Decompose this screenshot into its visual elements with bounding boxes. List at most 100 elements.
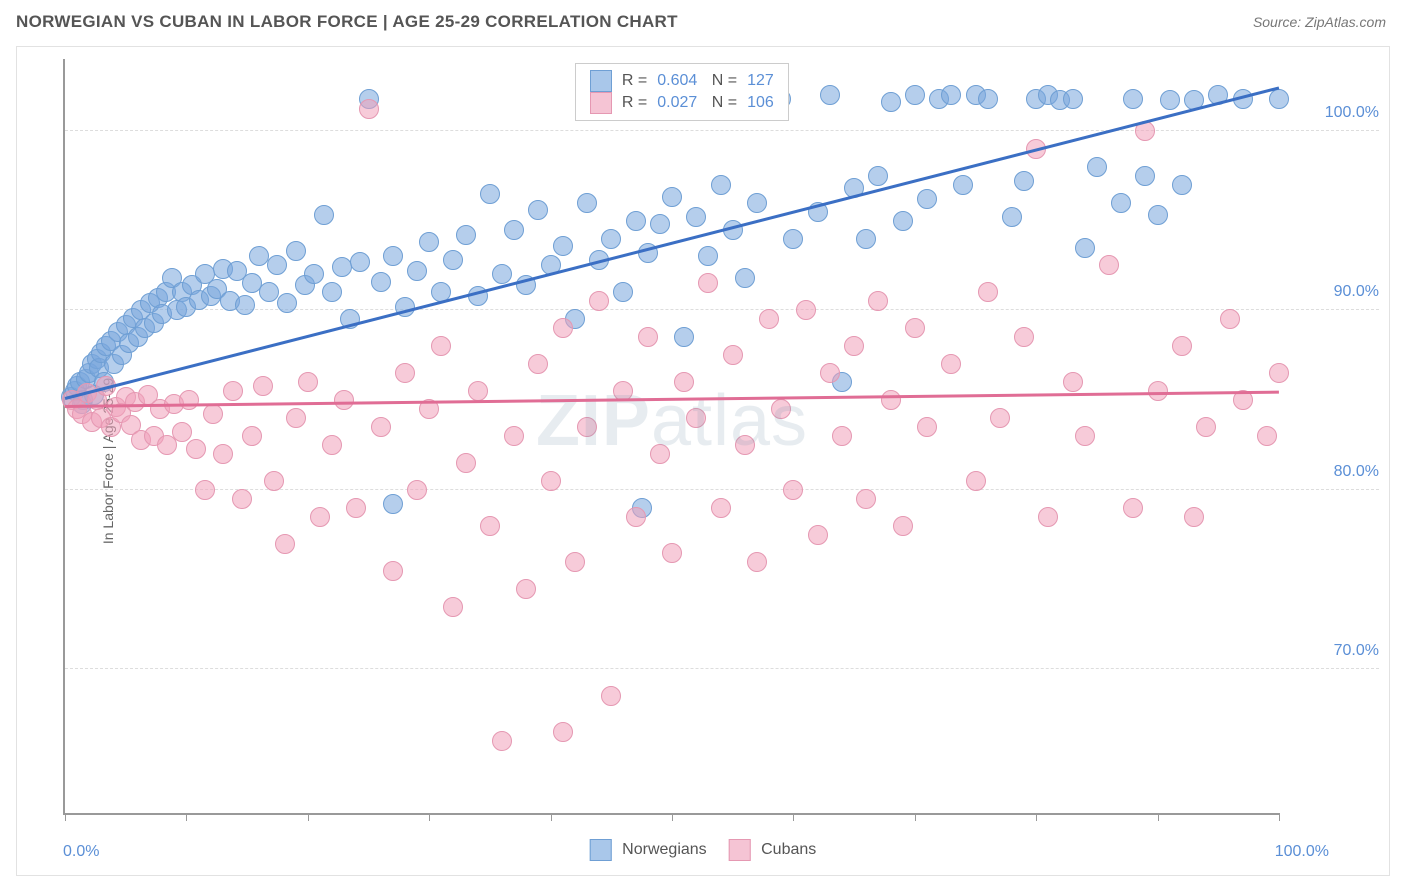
watermark: ZIPatlas <box>536 380 808 462</box>
data-point <box>528 354 548 374</box>
data-point <box>359 99 379 119</box>
data-point <box>686 207 706 227</box>
data-point <box>1014 327 1034 347</box>
legend-n-label: N = <box>707 72 737 90</box>
y-tick-label: 100.0% <box>1289 104 1379 122</box>
data-point <box>383 246 403 266</box>
grid-line <box>65 130 1379 131</box>
legend-r-value-norwegians: 0.604 <box>657 72 697 90</box>
data-point <box>235 295 255 315</box>
x-tick <box>1279 813 1280 821</box>
chart-source: Source: ZipAtlas.com <box>1253 14 1386 30</box>
data-point <box>662 543 682 563</box>
data-point <box>371 417 391 437</box>
data-point <box>711 498 731 518</box>
data-point <box>589 291 609 311</box>
legend-stats: R = 0.604 N = 127 R = 0.027 N = 106 <box>575 63 789 121</box>
x-tick <box>1158 813 1159 821</box>
data-point <box>917 417 937 437</box>
legend-series: Norwegians Cubans <box>590 839 817 861</box>
data-point <box>480 184 500 204</box>
data-point <box>371 272 391 292</box>
legend-label-norwegians: Norwegians <box>622 841 706 858</box>
data-point <box>253 376 273 396</box>
data-point <box>1172 175 1192 195</box>
data-point <box>966 471 986 491</box>
data-point <box>286 241 306 261</box>
chart-title: NORWEGIAN VS CUBAN IN LABOR FORCE | AGE … <box>16 12 678 32</box>
data-point <box>232 489 252 509</box>
legend-swatch-cubans <box>590 92 612 114</box>
grid-line <box>65 309 1379 310</box>
x-tick <box>186 813 187 821</box>
data-point <box>577 193 597 213</box>
data-point <box>407 480 427 500</box>
data-point <box>203 404 223 424</box>
x-tick-label-min: 0.0% <box>63 843 99 861</box>
y-tick-label: 80.0% <box>1289 463 1379 481</box>
data-point <box>881 92 901 112</box>
watermark-rest: atlas <box>651 381 808 461</box>
data-point <box>565 552 585 572</box>
legend-r-label: R = <box>622 72 647 90</box>
data-point <box>1123 89 1143 109</box>
data-point <box>334 390 354 410</box>
data-point <box>275 534 295 554</box>
data-point <box>310 507 330 527</box>
data-point <box>711 175 731 195</box>
data-point <box>242 426 262 446</box>
data-point <box>905 318 925 338</box>
legend-swatch-icon <box>729 839 751 861</box>
data-point <box>504 426 524 446</box>
data-point <box>431 336 451 356</box>
data-point <box>1063 372 1083 392</box>
data-point <box>626 507 646 527</box>
data-point <box>1184 507 1204 527</box>
data-point <box>277 293 297 313</box>
x-tick <box>915 813 916 821</box>
data-point <box>577 417 597 437</box>
data-point <box>322 282 342 302</box>
data-point <box>941 85 961 105</box>
data-point <box>553 318 573 338</box>
data-point <box>771 399 791 419</box>
data-point <box>759 309 779 329</box>
data-point <box>686 408 706 428</box>
legend-item-cubans: Cubans <box>729 839 817 861</box>
data-point <box>917 189 937 209</box>
data-point <box>395 363 415 383</box>
data-point <box>314 205 334 225</box>
legend-row-norwegians: R = 0.604 N = 127 <box>590 70 774 92</box>
data-point <box>553 236 573 256</box>
data-point <box>480 516 500 536</box>
data-point <box>856 229 876 249</box>
data-point <box>783 229 803 249</box>
legend-row-cubans: R = 0.027 N = 106 <box>590 92 774 114</box>
legend-n-value-cubans: 106 <box>747 94 774 112</box>
data-point <box>905 85 925 105</box>
data-point <box>504 220 524 240</box>
y-tick-label: 70.0% <box>1289 642 1379 660</box>
data-point <box>783 480 803 500</box>
data-point <box>820 363 840 383</box>
data-point <box>1257 426 1277 446</box>
data-point <box>626 211 646 231</box>
trend-line <box>65 86 1280 399</box>
data-point <box>553 722 573 742</box>
data-point <box>541 471 561 491</box>
legend-n-value-norwegians: 127 <box>747 72 774 90</box>
chart-container: In Labor Force | Age 25-29 R = 0.604 N =… <box>16 46 1390 876</box>
data-point <box>1099 255 1119 275</box>
x-tick <box>551 813 552 821</box>
data-point <box>990 408 1010 428</box>
data-point <box>304 264 324 284</box>
data-point <box>820 85 840 105</box>
data-point <box>698 246 718 266</box>
data-point <box>650 214 670 234</box>
data-point <box>1269 363 1289 383</box>
legend-swatch-icon <box>590 839 612 861</box>
data-point <box>735 268 755 288</box>
data-point <box>747 193 767 213</box>
data-point <box>407 261 427 281</box>
data-point <box>492 264 512 284</box>
